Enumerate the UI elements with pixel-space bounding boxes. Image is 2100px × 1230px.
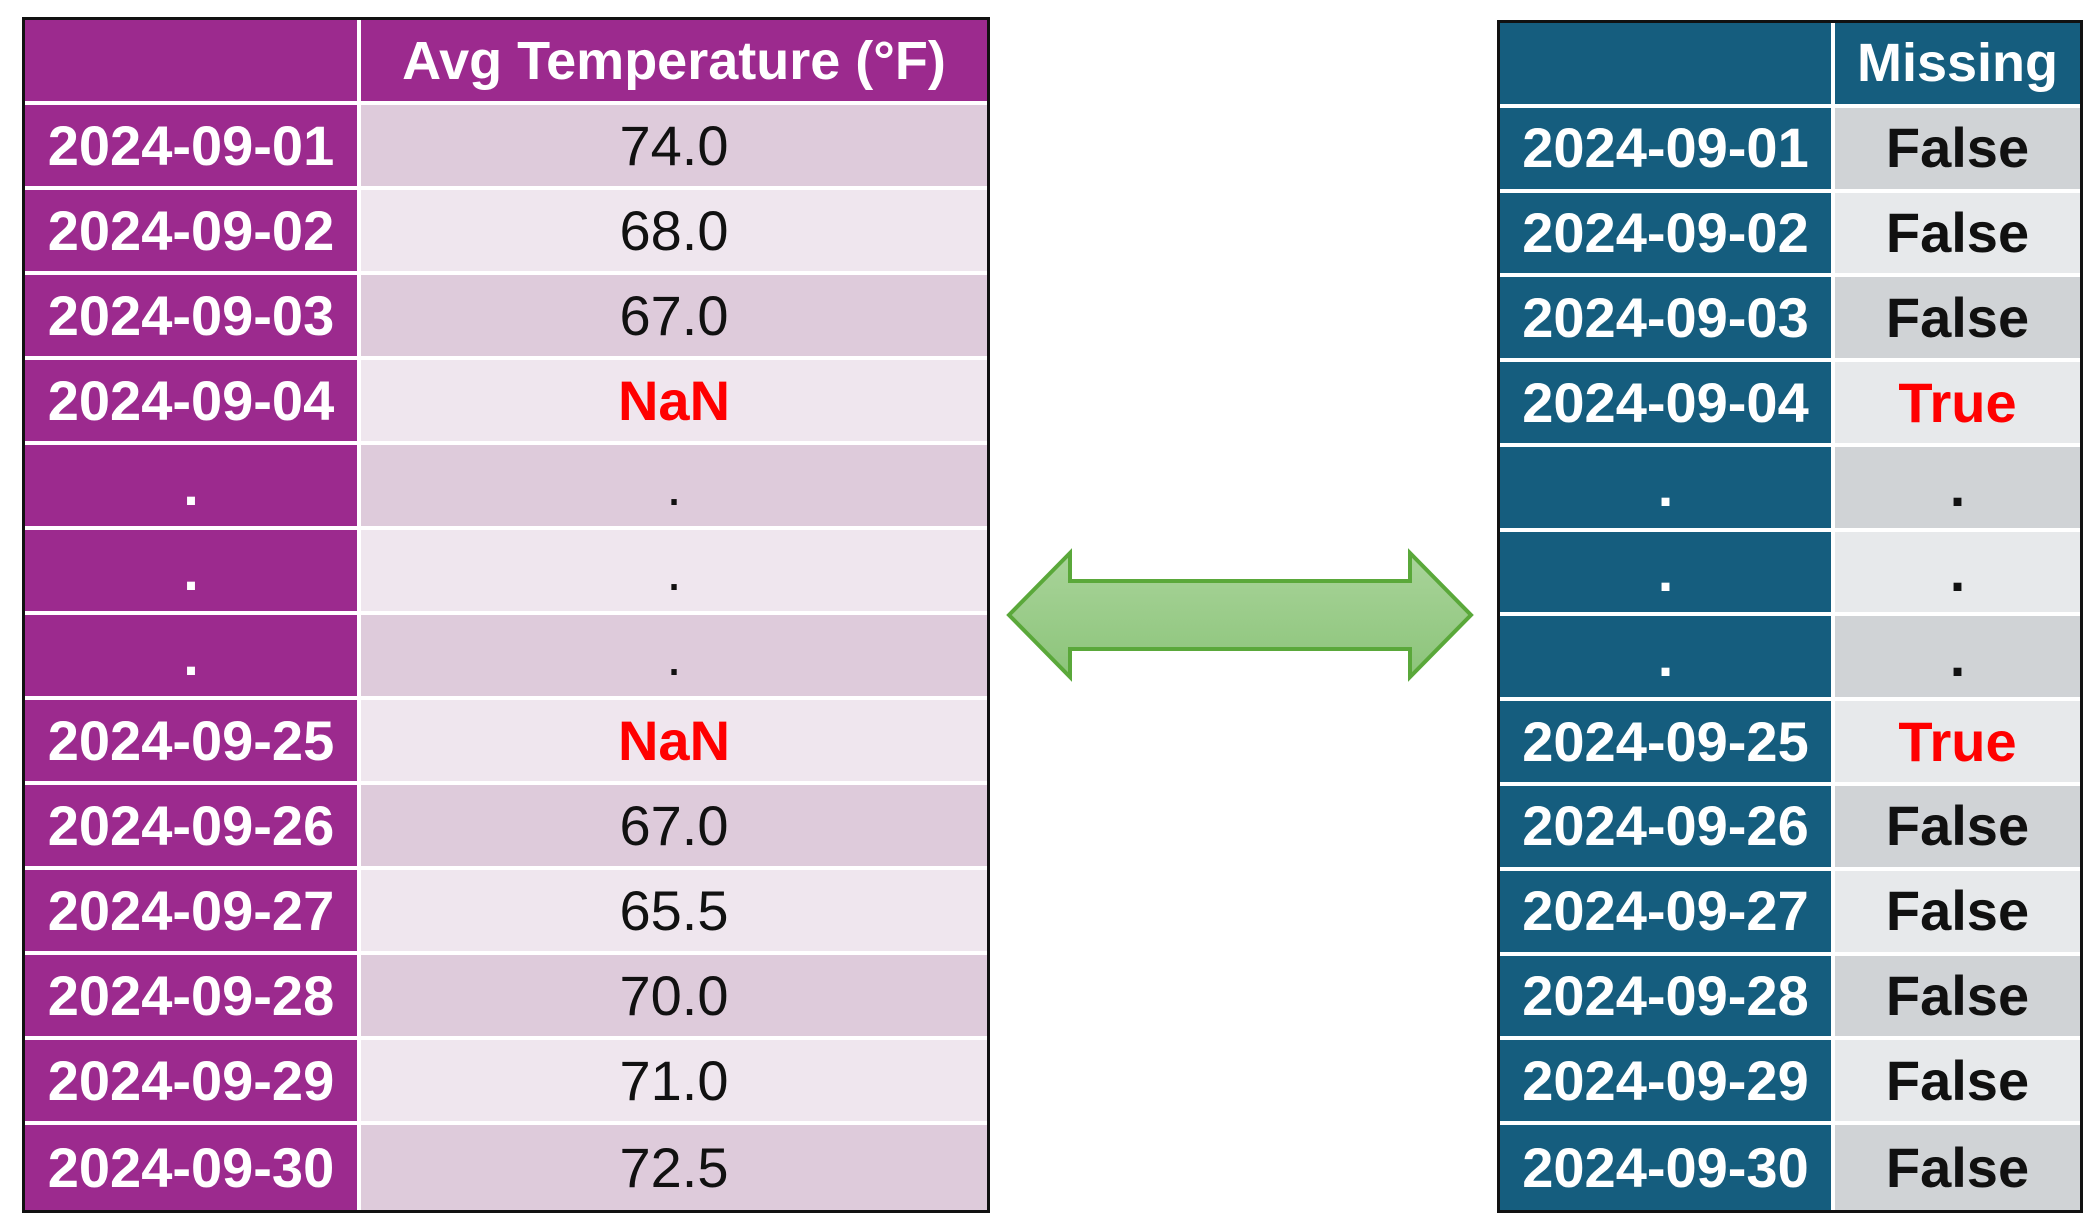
table-row: 2024-09-26 67.0 [25,785,987,870]
missing-value-cell: NaN [361,360,987,445]
table-row: .. [25,445,987,530]
value-cell: False [1835,870,2080,956]
missing-value-cell: True [1835,362,2080,447]
row-index-cell: . [25,530,361,615]
value-cell: 70.0 [361,955,987,1040]
table-row: 2024-09-27 False [1500,870,2080,956]
missing-value-cell: NaN [361,700,987,785]
row-index-cell: 2024-09-04 [1500,362,1835,447]
value-cell: 72.5 [361,1125,987,1210]
value-cell: False [1835,786,2080,871]
value-cell: False [1835,277,2080,363]
row-index-cell: 2024-09-29 [1500,1040,1835,1126]
row-index-cell: 2024-09-03 [1500,277,1835,363]
table-row: 2024-09-02 68.0 [25,190,987,275]
value-cell: False [1835,192,2080,278]
index-column-header [1500,23,1835,108]
value-cell: 71.0 [361,1040,987,1125]
table-row: 2024-09-03 67.0 [25,275,987,360]
missing-value-cell: True [1835,701,2080,787]
value-cell: . [361,615,987,700]
table-row: .. [1500,446,2080,532]
value-cell: . [361,445,987,530]
row-index-cell: 2024-09-04 [25,360,361,445]
table-header-row: Missing [1500,23,2080,108]
table-row: 2024-09-30 72.5 [25,1125,987,1210]
double-headed-arrow-icon [1006,548,1474,682]
row-index-cell: . [1500,531,1835,617]
row-index-cell: 2024-09-27 [25,870,361,955]
value-cell: . [1835,616,2080,702]
table-row: 2024-09-02 False [1500,192,2080,278]
row-index-cell: 2024-09-25 [1500,701,1835,787]
row-index-cell: 2024-09-03 [25,275,361,360]
table-row: .. [25,530,987,615]
value-cell: 67.0 [361,275,987,360]
table-row: 2024-09-01 74.0 [25,105,987,190]
missing-column-header: Missing [1835,23,2080,108]
table-row: 2024-09-28 False [1500,955,2080,1041]
missing-mask-table: Missing 2024-09-01 False 2024-09-02 False 20… [1497,20,2083,1213]
value-cell: 74.0 [361,105,987,190]
table-row: 2024-09-28 70.0 [25,955,987,1040]
row-index-cell: 2024-09-30 [25,1125,361,1210]
table-row: 2024-09-04 True [1500,362,2080,447]
row-index-cell: 2024-09-28 [25,955,361,1040]
table-row: 2024-09-29 False [1500,1040,2080,1126]
table-row: 2024-09-27 65.5 [25,870,987,955]
value-cell: False [1835,1040,2080,1126]
avg-temperature-column-header: Avg Temperature (°F) [361,20,987,105]
value-cell: False [1835,1125,2080,1210]
value-cell: 65.5 [361,870,987,955]
row-index-cell: 2024-09-28 [1500,955,1835,1041]
value-cell: . [1835,446,2080,532]
row-index-cell: 2024-09-01 [25,105,361,190]
row-index-cell: 2024-09-01 [1500,107,1835,193]
row-index-cell: 2024-09-02 [25,190,361,275]
table-row: 2024-09-01 False [1500,107,2080,193]
table-row: 2024-09-25 True [1500,701,2080,787]
row-index-cell: 2024-09-27 [1500,870,1835,956]
row-index-cell: 2024-09-26 [25,785,361,870]
table-row: .. [25,615,987,700]
table-row: 2024-09-03 False [1500,277,2080,363]
value-cell: 68.0 [361,190,987,275]
table-row: 2024-09-30 False [1500,1125,2080,1210]
row-index-cell: 2024-09-02 [1500,192,1835,278]
table-row: 2024-09-29 71.0 [25,1040,987,1125]
table-row: 2024-09-25 NaN [25,700,987,785]
table-header-row: Avg Temperature (°F) [25,20,987,105]
temperature-table: Avg Temperature (°F) 2024-09-01 74.0 2024-… [22,17,990,1213]
row-index-cell: . [1500,446,1835,532]
value-cell: . [361,530,987,615]
row-index-cell: 2024-09-30 [1500,1125,1835,1210]
row-index-cell: 2024-09-29 [25,1040,361,1125]
row-index-cell: . [25,445,361,530]
row-index-cell: . [25,615,361,700]
table-row: .. [1500,616,2080,702]
value-cell: False [1835,955,2080,1041]
row-index-cell: 2024-09-25 [25,700,361,785]
row-index-cell: . [1500,616,1835,702]
row-index-cell: 2024-09-26 [1500,786,1835,871]
index-column-header [25,20,361,105]
value-cell: 67.0 [361,785,987,870]
table-row: .. [1500,531,2080,617]
value-cell: . [1835,531,2080,617]
table-row: 2024-09-26 False [1500,786,2080,871]
table-row: 2024-09-04 NaN [25,360,987,445]
value-cell: False [1835,107,2080,193]
